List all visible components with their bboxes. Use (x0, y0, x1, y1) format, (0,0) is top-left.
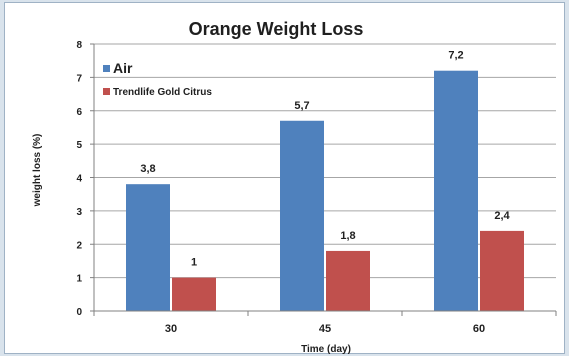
bar-air (434, 70, 478, 311)
bar-air (280, 120, 324, 311)
legend-swatch-trendlife (103, 88, 110, 95)
data-label: 5,7 (294, 100, 309, 112)
y-axis-label: weight loss (%) (32, 134, 43, 208)
x-tick-label: 30 (165, 323, 177, 335)
x-axis-label: Time (day) (301, 344, 351, 355)
data-label: 7,2 (448, 50, 463, 62)
legend: Air Trendlife Gold Citrus (103, 60, 212, 98)
y-tick-label: 1 (76, 274, 82, 285)
y-tick-label: 2 (76, 240, 82, 251)
y-tick-label: 0 (76, 307, 82, 318)
y-tick-label: 3 (76, 207, 82, 218)
legend-label-air: Air (113, 60, 133, 76)
y-tick-label: 6 (76, 107, 82, 118)
data-label: 1,8 (340, 230, 355, 242)
data-label: 3,8 (140, 163, 155, 175)
bars (126, 70, 524, 311)
data-label: 1 (191, 257, 197, 269)
x-tick-label: 45 (319, 323, 331, 335)
bar-air (126, 184, 170, 311)
legend-label-trendlife: Trendlife Gold Citrus (113, 87, 212, 98)
bar-trendlife (172, 277, 216, 311)
chart-title: Orange Weight Loss (189, 19, 364, 39)
data-label: 2,4 (494, 210, 510, 222)
gridlines (94, 43, 556, 279)
y-tick-label: 8 (76, 40, 82, 51)
x-tick-label: 60 (473, 323, 485, 335)
y-tick-label: 7 (76, 73, 82, 84)
y-tick-label: 4 (76, 174, 82, 185)
bar-trendlife (480, 230, 524, 311)
y-tick-label: 5 (76, 140, 82, 151)
legend-swatch-air (103, 65, 110, 72)
bar-trendlife (326, 250, 370, 311)
data-labels: 3,8 1 5,7 1,8 7,2 2,4 (140, 50, 510, 269)
